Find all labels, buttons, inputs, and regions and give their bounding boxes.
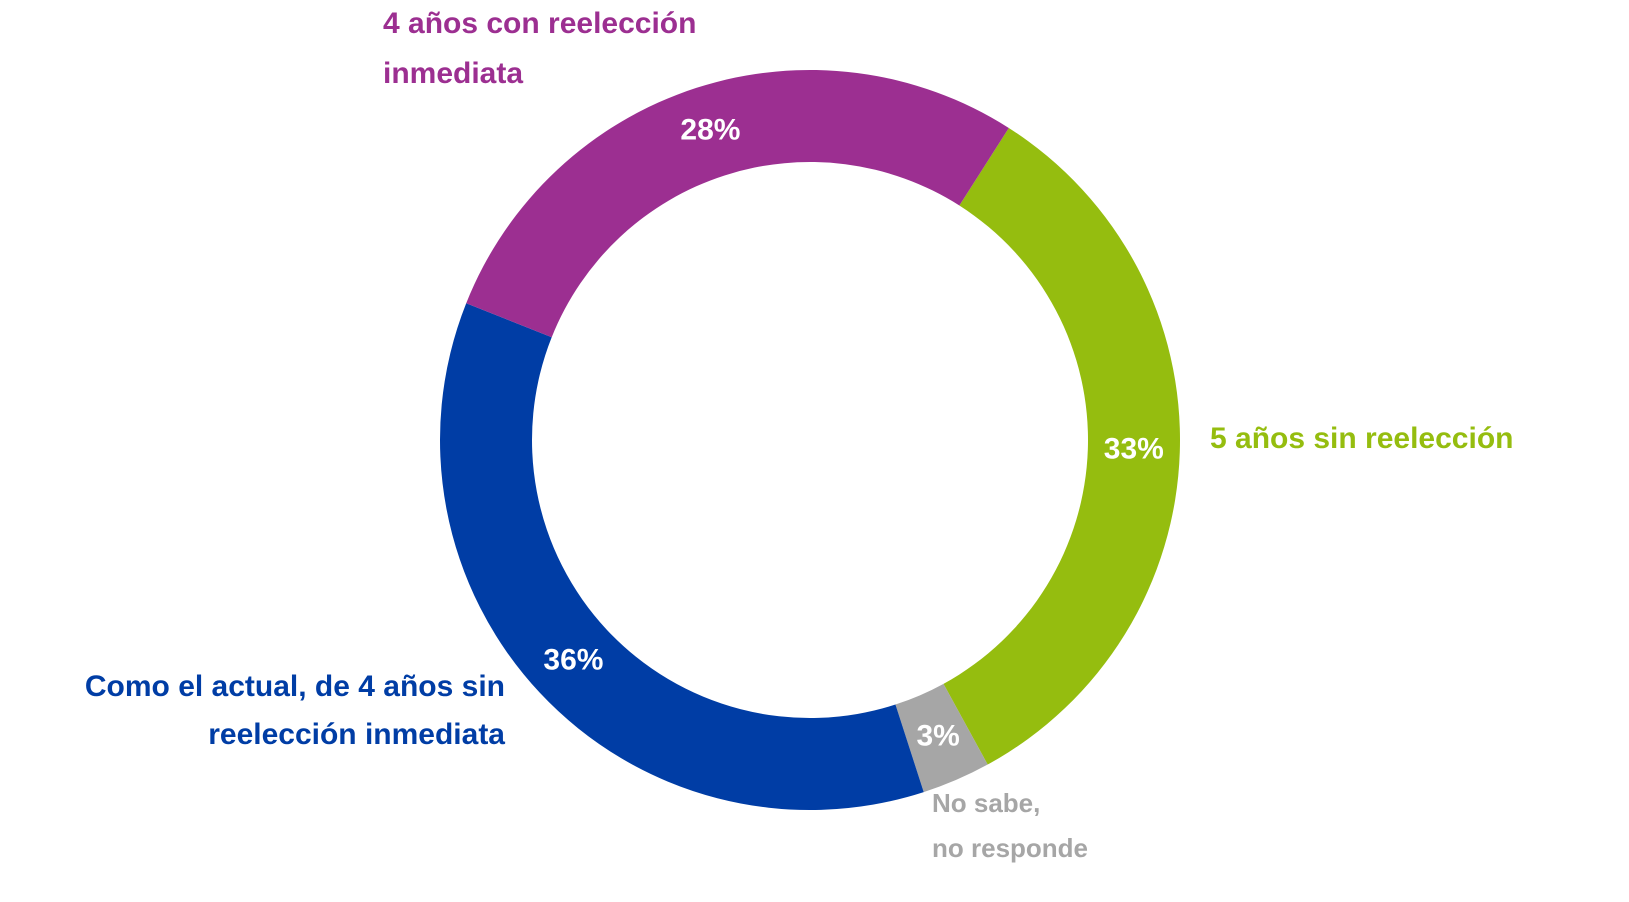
category-label-line: 4 años con reelección <box>383 7 696 40</box>
category-label: 4 años con reelección inmediata <box>383 7 696 90</box>
value-label: 28% <box>680 114 740 147</box>
category-label-line: reelección inmediata <box>208 718 505 751</box>
category-label-line: no responde <box>932 833 1088 863</box>
donut-segment <box>466 70 1009 338</box>
value-label: 3% <box>916 719 959 752</box>
value-label: 33% <box>1104 433 1164 466</box>
category-label-line: 5 años sin reelección <box>1210 422 1513 455</box>
category-label-line: No sabe, <box>932 788 1040 818</box>
donut-segment <box>943 127 1180 765</box>
value-label: 36% <box>543 643 603 676</box>
donut-segment <box>440 303 924 810</box>
category-label: 5 años sin reelección <box>1210 422 1513 455</box>
category-label: No sabe, no responde <box>932 788 1088 863</box>
donut-segment <box>895 683 988 793</box>
category-label-line: Como el actual, de 4 años sin <box>85 670 505 703</box>
category-label: Como el actual, de 4 años sin reelección … <box>85 670 505 751</box>
category-label-line: inmediata <box>383 57 523 90</box>
